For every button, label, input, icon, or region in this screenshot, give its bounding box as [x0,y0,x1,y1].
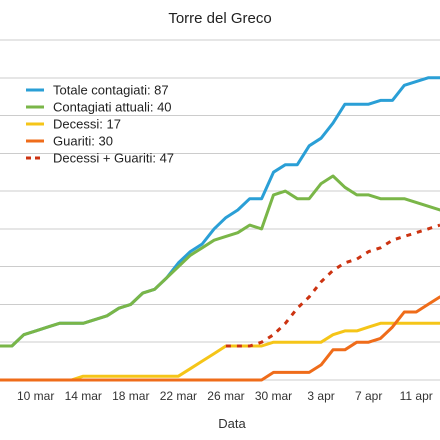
x-tick-label: 11 apr [400,389,433,403]
series-line-3 [0,321,440,382]
x-tick-label: 30 mar [255,389,292,403]
x-tick-label: 7 apr [355,389,382,403]
x-tick-label: 22 mar [160,389,197,403]
x-tick-label: 3 apr [307,389,334,403]
series-line-2 [0,174,440,348]
grid [0,39,440,381]
x-tick-label: 10 mar [17,389,54,403]
x-axis-label: Data [218,416,246,431]
x-tick-label: 18 mar [112,389,149,403]
legend-entry: Totale contagiati: 87 [53,83,169,98]
legend-entry: Decessi: 17 [53,117,121,132]
series-line-5 [225,223,440,348]
x-axis-ticks: 10 mar 14 mar 18 mar 22 mar 26 mar 30 mar 3 ap… [17,389,433,403]
legend: Totale contagiati: 87 Contagiati attuali:… [26,83,174,166]
series-line-4 [0,295,440,382]
chart-title: Torre del Greco [168,10,271,27]
plot-area [0,76,440,382]
legend-entry: Guariti: 30 [53,134,113,149]
x-tick-label: 14 mar [65,389,102,403]
legend-entry: Decessi + Guariti: 47 [53,151,174,166]
x-tick-label: 26 mar [207,389,244,403]
legend-entry: Contagiati attuali: 40 [53,100,172,115]
